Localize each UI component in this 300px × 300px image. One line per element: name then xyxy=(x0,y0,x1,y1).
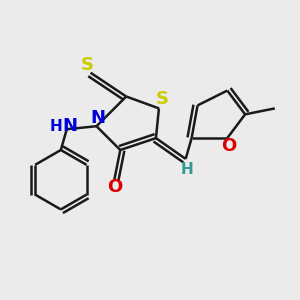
Text: O: O xyxy=(221,136,236,154)
Text: H: H xyxy=(50,119,63,134)
Text: S: S xyxy=(155,91,168,109)
Text: N: N xyxy=(62,117,77,135)
Text: S: S xyxy=(81,56,94,74)
Text: N: N xyxy=(91,109,106,127)
Text: H: H xyxy=(181,162,194,177)
Text: O: O xyxy=(107,178,122,196)
